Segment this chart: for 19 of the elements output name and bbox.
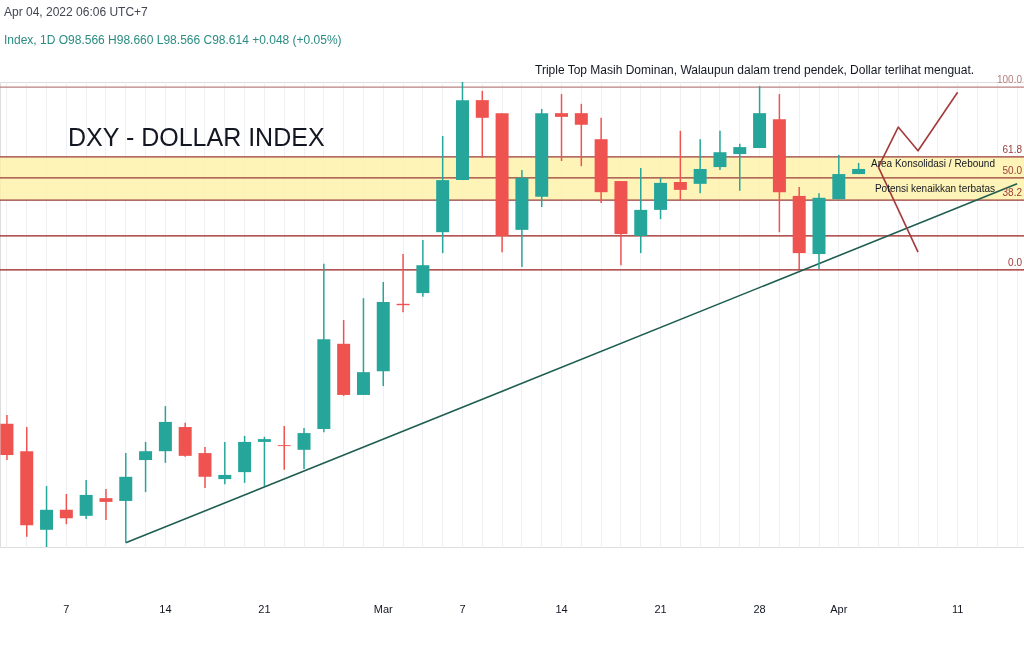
annotation: 50.0 — [1002, 165, 1023, 176]
x-tick-label: 28 — [753, 602, 766, 615]
annotation: 100.0 — [996, 74, 1023, 85]
x-tick-label: 7 — [459, 602, 466, 615]
annotation: 38.2 — [1002, 187, 1023, 198]
x-tick-label: 14 — [159, 602, 172, 615]
annotation: 0.0 — [1008, 257, 1023, 268]
x-tick-label: 21 — [258, 602, 271, 615]
annotation: 61.8 — [1002, 144, 1023, 155]
x-tick-label: 7 — [63, 602, 70, 615]
x-tick-label: 14 — [555, 602, 568, 615]
x-tick-label: Apr — [830, 602, 848, 615]
x-tick-label: 21 — [654, 602, 667, 615]
text: Index, 1D O98.566 H98.660 L98.566 C98.614 +0.048 (+0.05%) — [4, 33, 342, 47]
text: Apr 04, 2022 06:06 UTC+7 — [4, 5, 149, 19]
x-tick-label: 11 — [951, 602, 964, 615]
x-tick-label: Mar — [373, 602, 394, 615]
text: Triple Top Masih Dominan, Walaupun dalam trend pendek, Dollar terlihat menguat. — [535, 63, 975, 77]
text: DXY - DOLLAR INDEX — [68, 123, 325, 151]
